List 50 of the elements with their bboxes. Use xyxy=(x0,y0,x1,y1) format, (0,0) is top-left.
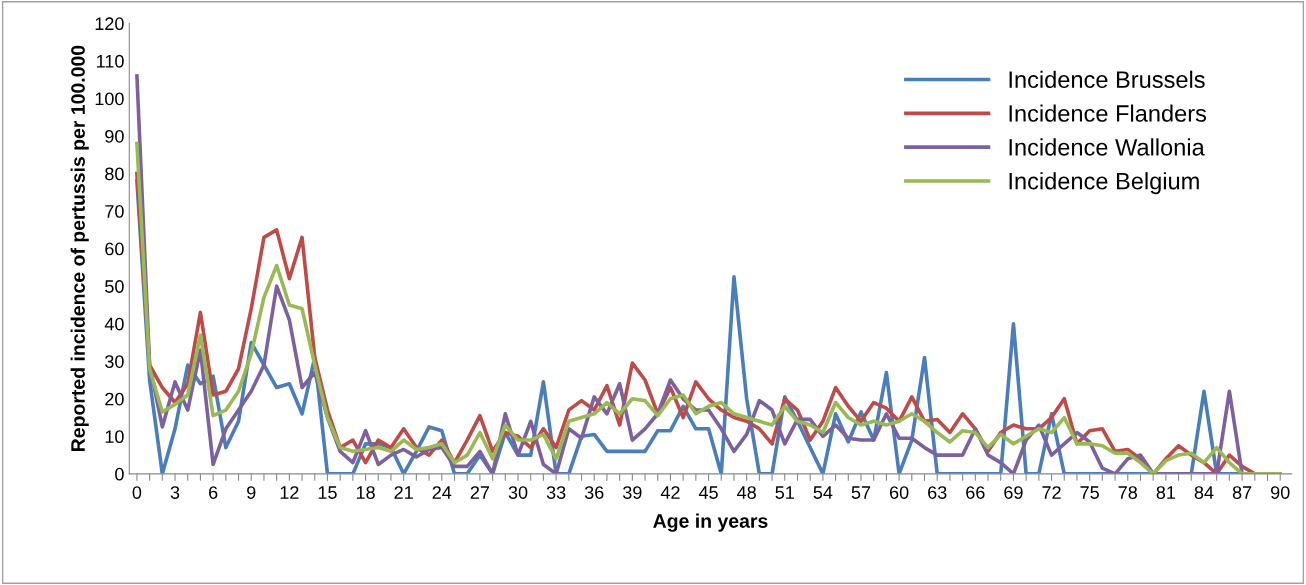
x-tick-label: 12 xyxy=(280,486,299,499)
y-tick-label: 30 xyxy=(105,355,124,368)
x-tick-label: 60 xyxy=(889,486,909,499)
x-tick-label: 51 xyxy=(775,486,794,499)
x-tick-label: 69 xyxy=(1004,486,1023,499)
x-tick-label: 48 xyxy=(737,486,756,499)
y-tick-label: 0 xyxy=(115,467,124,481)
x-tick-label: 39 xyxy=(622,486,642,499)
y-tick-label: 20 xyxy=(105,392,124,406)
x-tick-label: 63 xyxy=(928,486,947,499)
x-tick-label: 30 xyxy=(508,486,528,499)
x-tick-label: 9 xyxy=(247,486,256,499)
x-tick-label: 84 xyxy=(1194,486,1214,499)
y-tick-label: 50 xyxy=(105,280,124,293)
y-tick-label: 110 xyxy=(97,54,124,68)
x-tick-label: 66 xyxy=(966,486,985,499)
y-tick-label: 10 xyxy=(105,430,124,444)
x-tick-label: 90 xyxy=(1271,486,1290,499)
x-tick-label: 45 xyxy=(698,486,718,499)
legend-label: Incidence Flanders xyxy=(1009,104,1207,122)
y-tick-label: 60 xyxy=(105,242,124,256)
x-tick-label: 3 xyxy=(170,486,180,499)
x-tick-label: 0 xyxy=(132,486,142,499)
y-tick-label: 100 xyxy=(95,92,124,106)
x-tick-label: 24 xyxy=(432,486,452,499)
x-tick-label: 72 xyxy=(1042,486,1061,499)
legend-label: Incidence Brussels xyxy=(1009,70,1205,89)
x-tick-label: 18 xyxy=(356,486,375,499)
x-tick-label: 57 xyxy=(851,486,871,499)
x-axis-title: Age in years xyxy=(653,513,768,532)
x-tick-label: 87 xyxy=(1232,486,1252,499)
y-tick-label: 40 xyxy=(104,317,124,331)
x-tick-label: 33 xyxy=(546,486,566,499)
legend-label: Incidence Wallonia xyxy=(1009,138,1205,156)
x-tick-label: 15 xyxy=(318,486,337,499)
y-tick-label: 120 xyxy=(95,17,124,31)
x-tick-label: 54 xyxy=(813,486,833,499)
x-tick-label: 75 xyxy=(1080,486,1099,499)
y-axis-title: Reported incidence of pertussis per 100.000 xyxy=(70,45,89,452)
x-tick-label: 42 xyxy=(660,486,680,499)
x-tick-label: 78 xyxy=(1118,486,1138,499)
y-tick-label: 80 xyxy=(105,167,124,181)
x-tick-label: 27 xyxy=(470,486,490,499)
x-tick-label: 36 xyxy=(584,486,604,499)
legend-label: Incidence Belgium xyxy=(1009,172,1199,195)
y-tick-label: 90 xyxy=(105,129,124,143)
y-tick-label: 70 xyxy=(105,205,124,218)
x-tick-label: 6 xyxy=(209,486,218,499)
x-tick-label: 21 xyxy=(394,486,413,499)
x-tick-label: 81 xyxy=(1156,486,1176,499)
